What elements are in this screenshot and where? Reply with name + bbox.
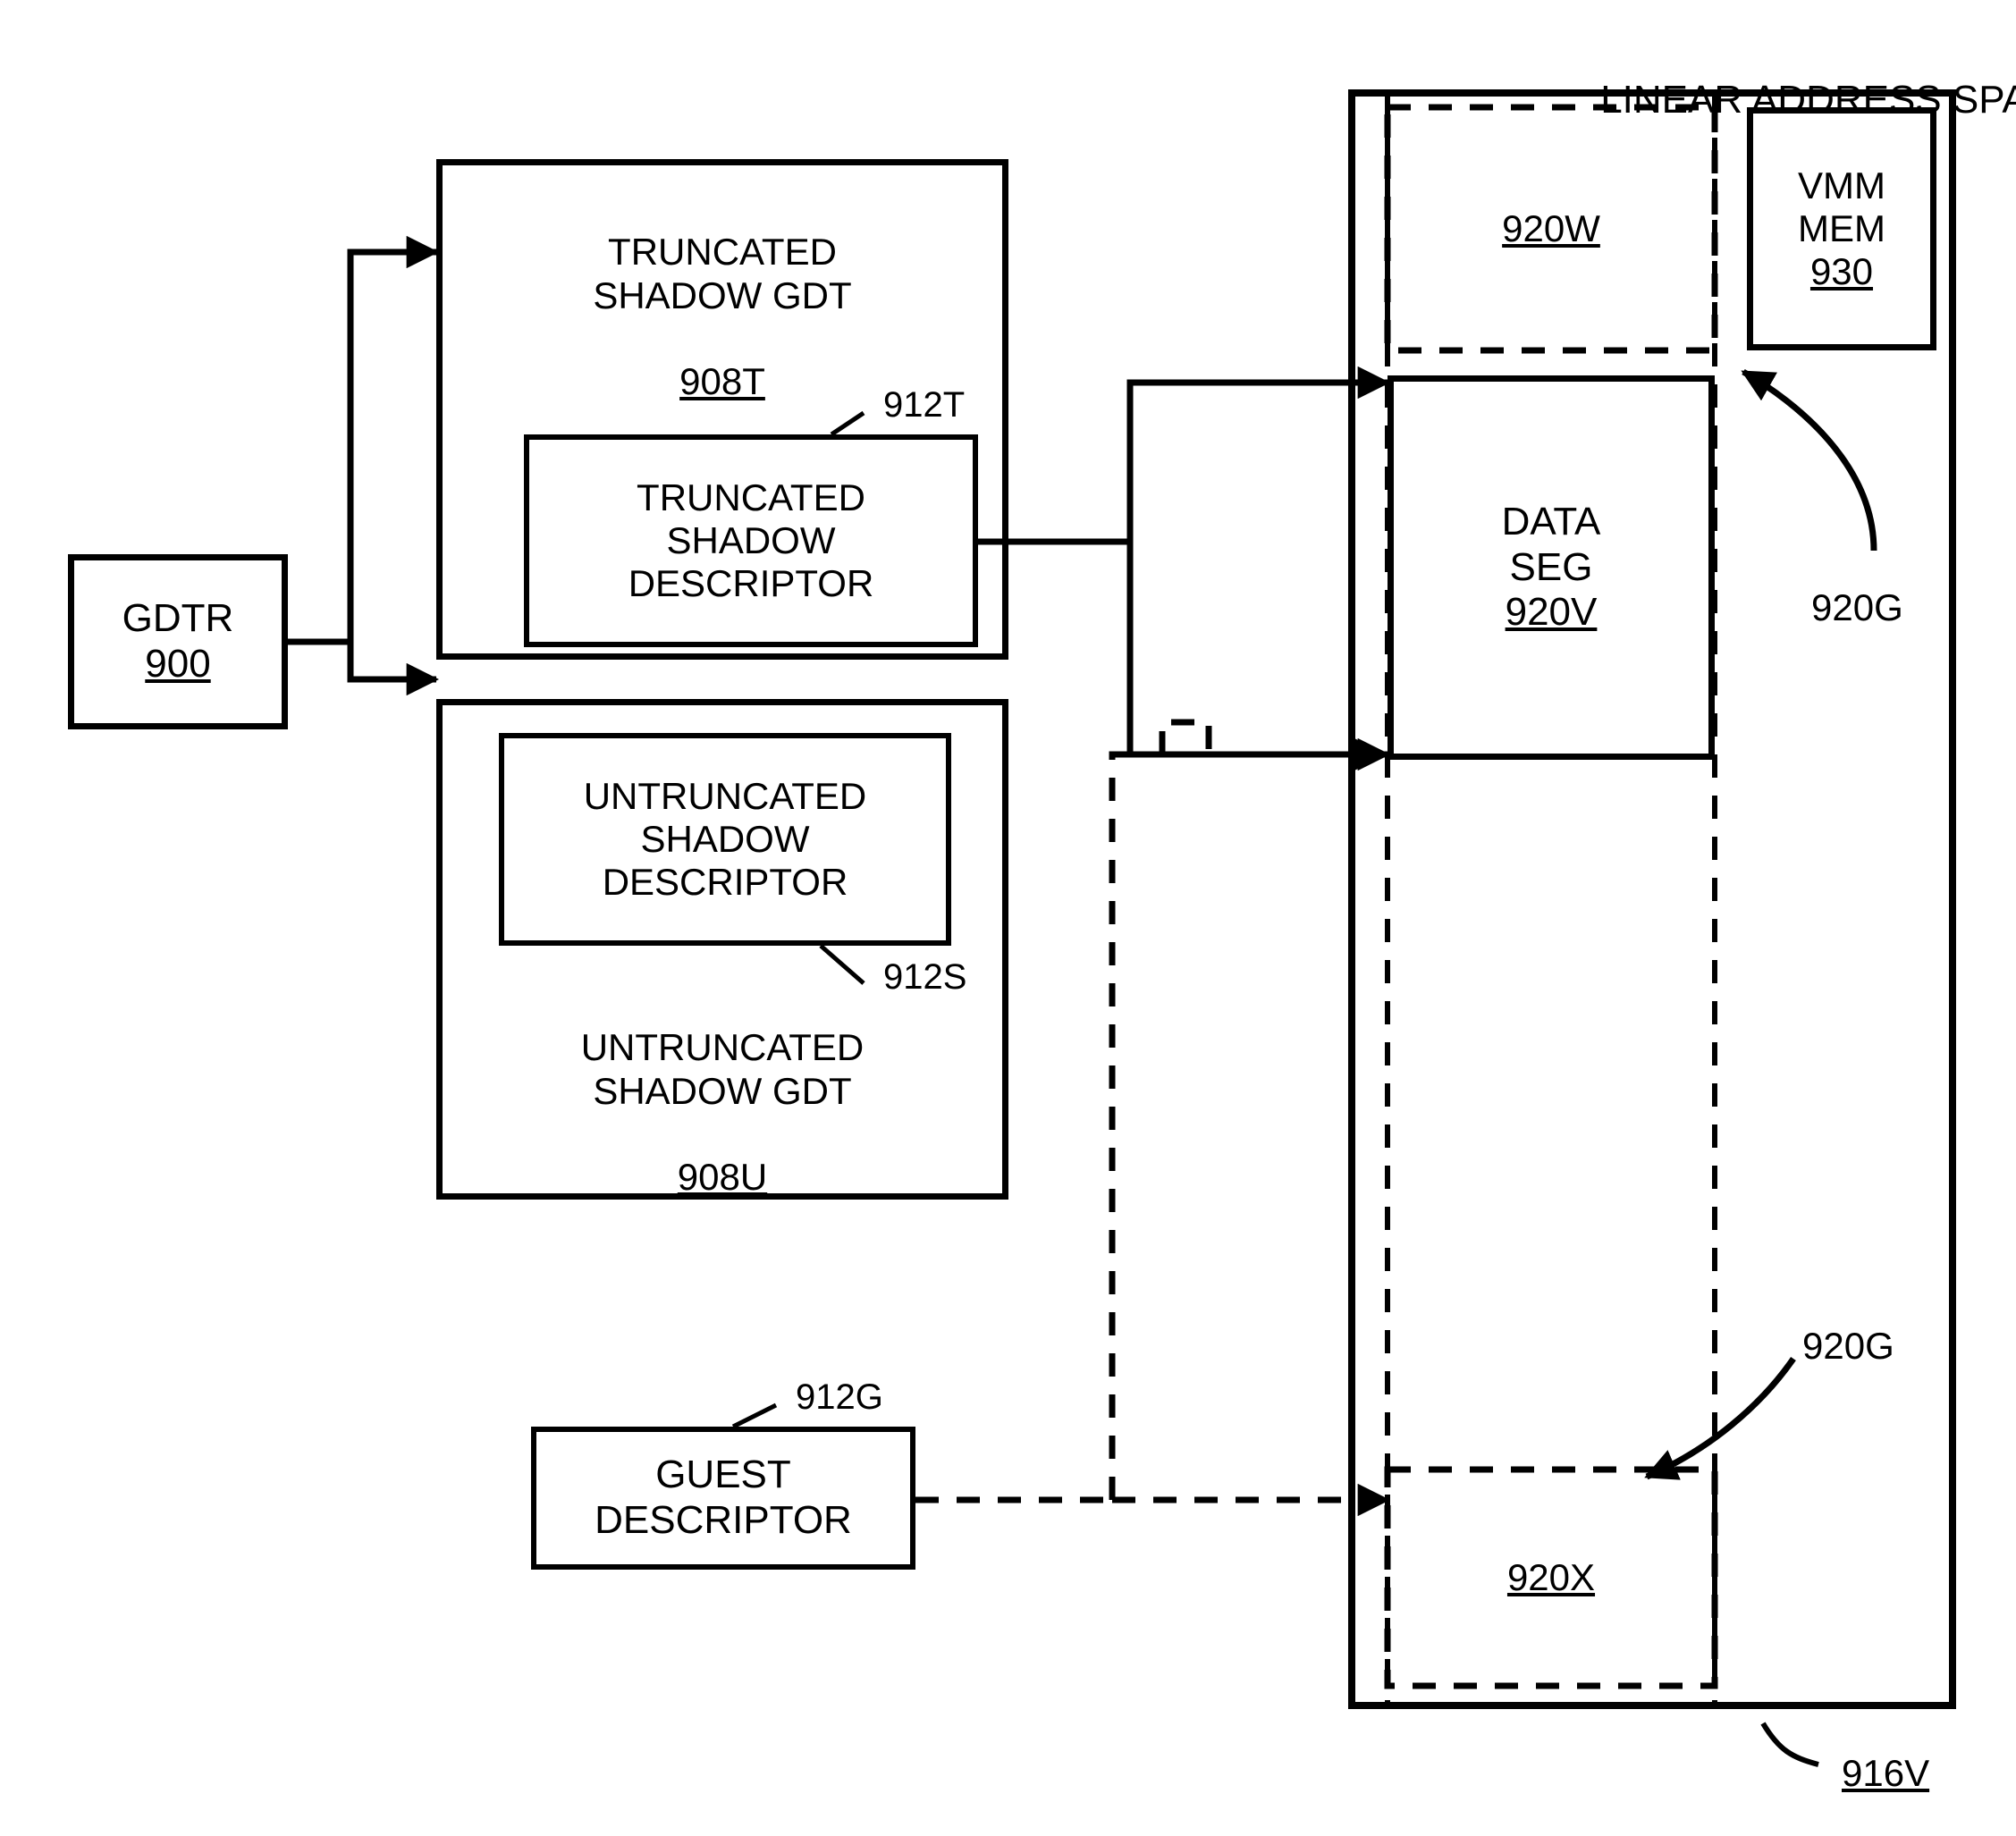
guest-descriptor-label: GUEST DESCRIPTOR: [595, 1453, 852, 1543]
data-seg-box: DATA SEG 920V: [1388, 375, 1715, 760]
label-912s: 912S: [883, 956, 966, 998]
region-920w-ref: 920W: [1502, 207, 1600, 250]
gdtr-label: GDTR: [122, 596, 234, 642]
label-912g: 912G: [796, 1377, 883, 1418]
untruncated-shadow-gdt-ref: 908U: [678, 1156, 767, 1198]
label-920g-top: 920G: [1811, 586, 1903, 629]
vmm-mem-ref: 930: [1810, 250, 1873, 293]
vmm-mem-label: VMM MEM: [1798, 164, 1885, 251]
untruncated-shadow-descriptor-box: UNTRUNCATED SHADOW DESCRIPTOR: [499, 733, 951, 946]
label-912t: 912T: [883, 384, 965, 425]
truncated-shadow-gdt-label: TRUNCATED SHADOW GDT: [593, 231, 851, 316]
region-920x-box: 920X: [1388, 1470, 1715, 1686]
region-920w-box: 920W: [1388, 107, 1715, 350]
truncated-shadow-descriptor-label: TRUNCATED SHADOW DESCRIPTOR: [628, 476, 874, 606]
data-seg-label: DATA SEG: [1502, 500, 1601, 590]
untruncated-shadow-descriptor-label: UNTRUNCATED SHADOW DESCRIPTOR: [584, 775, 867, 905]
gdtr-ref: 900: [145, 642, 210, 687]
truncated-shadow-gdt-title: TRUNCATED SHADOW GDT 908T: [436, 188, 1008, 403]
truncated-shadow-descriptor-box: TRUNCATED SHADOW DESCRIPTOR: [524, 434, 978, 647]
region-920x-ref: 920X: [1507, 1556, 1595, 1599]
untruncated-shadow-gdt-label: UNTRUNCATED SHADOW GDT: [581, 1026, 865, 1111]
label-916v: 916V: [1842, 1752, 1929, 1795]
untruncated-shadow-gdt-title: UNTRUNCATED SHADOW GDT 908U: [436, 983, 1008, 1199]
data-seg-ref: 920V: [1506, 590, 1598, 636]
gdtr-box: GDTR 900: [68, 554, 288, 729]
truncated-shadow-gdt-ref: 908T: [679, 360, 765, 402]
guest-descriptor-box: GUEST DESCRIPTOR: [531, 1427, 915, 1570]
vmm-mem-box: VMM MEM 930: [1747, 107, 1936, 350]
diagram-stage: LINEAR ADDRESS SPACE GDTR 900 TRUNCATED …: [0, 0, 2016, 1836]
label-920g-bottom: 920G: [1802, 1325, 1894, 1368]
